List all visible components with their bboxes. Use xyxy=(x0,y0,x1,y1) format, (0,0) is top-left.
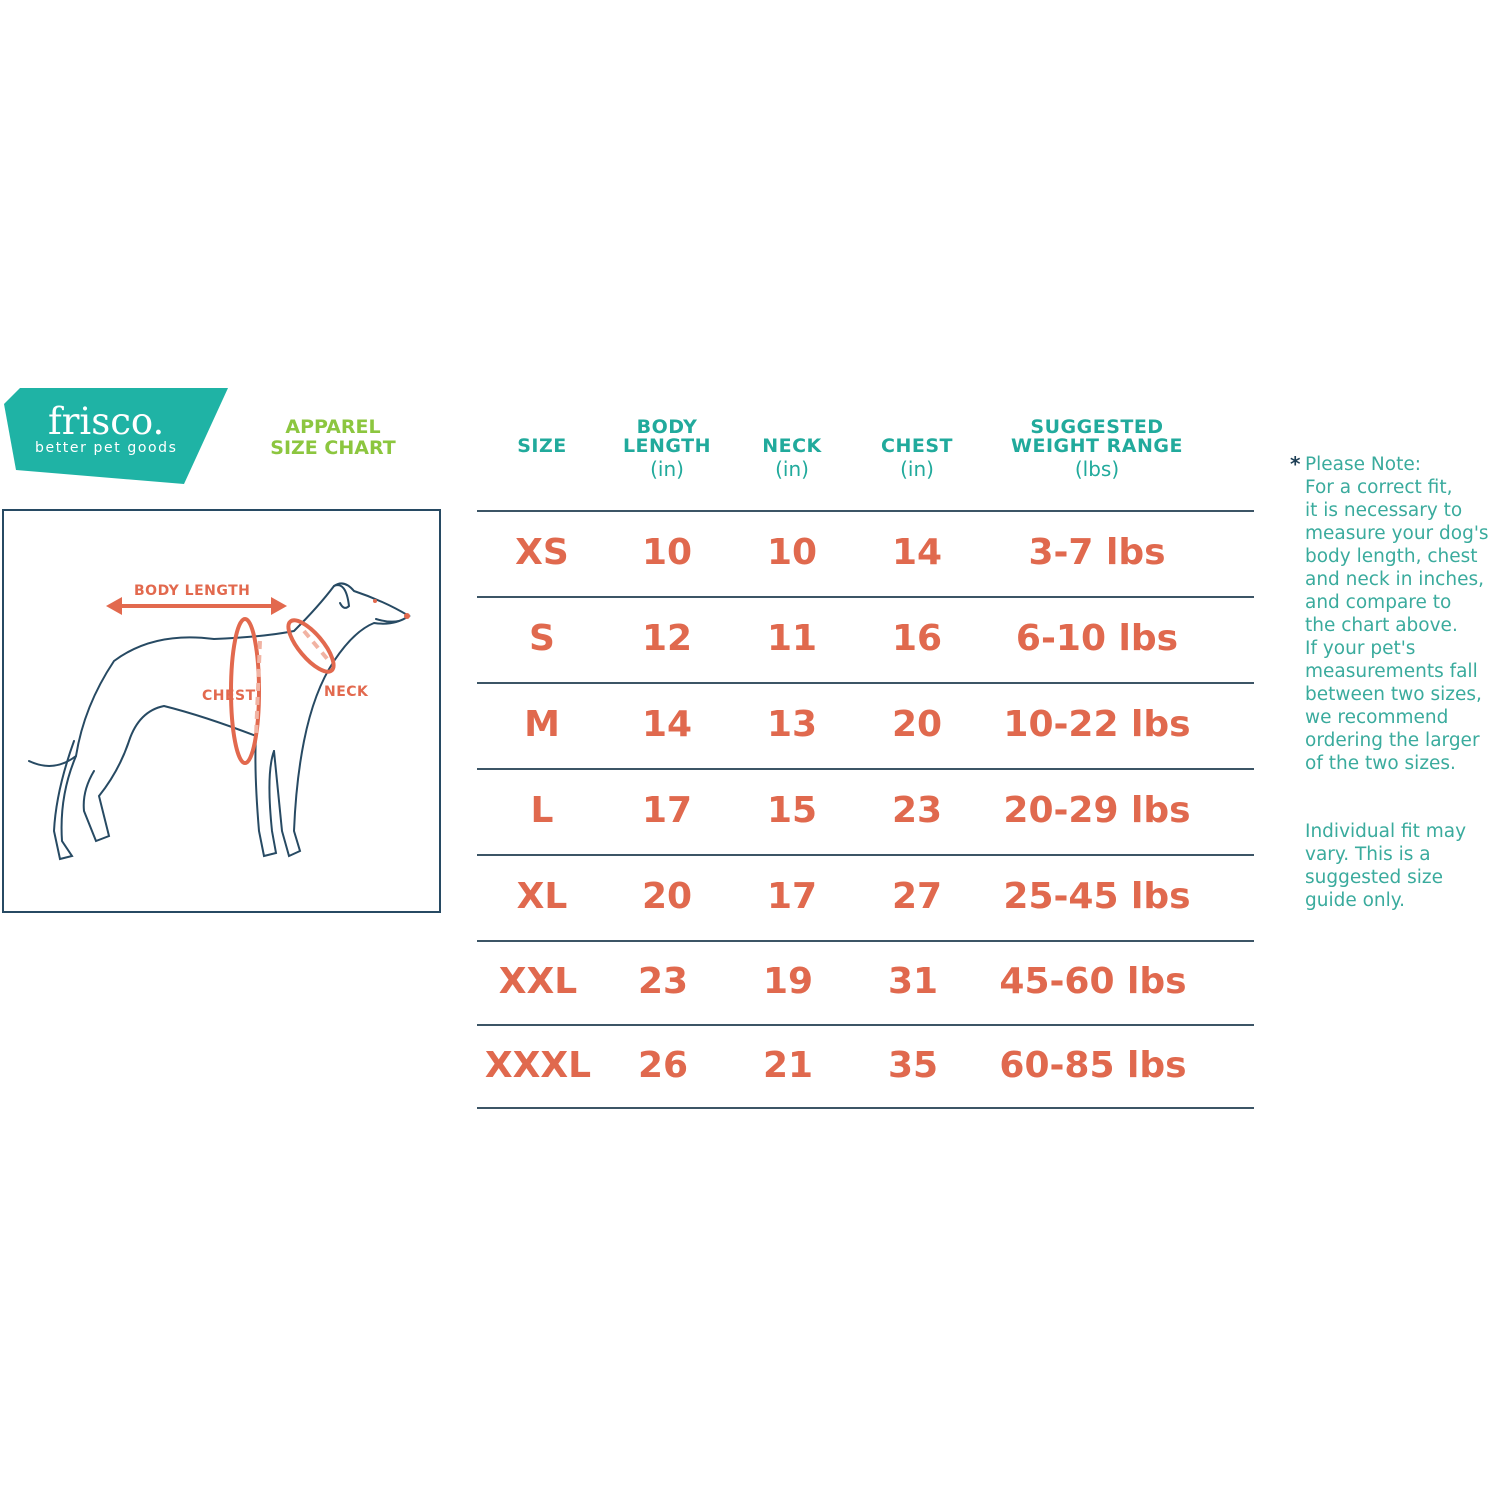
note-line: suggested size xyxy=(1305,867,1444,888)
row-divider xyxy=(477,510,1254,512)
column-header-body-length: BODY LENGTH (in) xyxy=(557,418,777,482)
note-line: If your pet's xyxy=(1305,638,1416,659)
header-line2: SIZE xyxy=(517,435,567,457)
cell-neck: 10 xyxy=(766,532,818,573)
body-length-label: BODY LENGTH xyxy=(134,583,251,599)
cell-chest: 35 xyxy=(887,1044,939,1086)
frisco-logo xyxy=(4,388,228,484)
header-unit: (lbs) xyxy=(1074,457,1120,481)
note-line: it is necessary to xyxy=(1305,500,1463,521)
cell-body-length: 10 xyxy=(641,532,693,573)
chest-label: CHEST xyxy=(202,688,256,704)
note-line: of the two sizes. xyxy=(1305,753,1456,774)
header-unit: (in) xyxy=(650,457,684,481)
title-line: APPAREL xyxy=(285,416,381,438)
cell-neck: 11 xyxy=(766,618,818,659)
cell-weight-range: 45-60 lbs xyxy=(999,961,1187,1002)
row-divider xyxy=(477,682,1254,684)
note-line: and compare to xyxy=(1305,592,1452,613)
chart-title: APPAREL SIZE CHART xyxy=(262,417,404,459)
cell-chest: 31 xyxy=(887,961,939,1002)
brand-tagline: better pet goods xyxy=(35,440,178,456)
cell-weight-range: 25-45 lbs xyxy=(1003,876,1191,917)
header-unit: (in) xyxy=(775,457,809,481)
cell-neck: 15 xyxy=(766,790,818,831)
neck-label: NECK xyxy=(324,684,369,700)
note-line: measurements fall xyxy=(1305,661,1478,682)
column-header-size: SIZE xyxy=(432,418,652,482)
row-divider xyxy=(477,1024,1254,1026)
row-divider xyxy=(477,596,1254,598)
note-line: between two sizes, xyxy=(1305,684,1482,705)
header-unit: (in) xyxy=(900,457,934,481)
note-line: body length, chest xyxy=(1305,546,1478,567)
header-line2: NECK xyxy=(762,435,822,457)
cell-body-length: 12 xyxy=(641,618,693,659)
cell-chest: 23 xyxy=(891,790,943,831)
cell-weight-range: 3-7 lbs xyxy=(1028,532,1166,573)
note-line: vary. This is a xyxy=(1305,844,1431,865)
please-note: Please Note: For a correct fit, it is nece… xyxy=(1305,453,1500,775)
cell-neck: 13 xyxy=(766,704,818,745)
cell-body-length: 20 xyxy=(641,876,693,917)
cell-weight-range: 6-10 lbs xyxy=(1015,618,1179,659)
cell-body-length: 14 xyxy=(641,704,693,745)
note-line: guide only. xyxy=(1305,890,1405,911)
cell-chest: 20 xyxy=(891,704,943,745)
cell-body-length: 26 xyxy=(637,1044,689,1086)
column-header-weight-range: SUGGESTED WEIGHT RANGE (lbs) xyxy=(987,418,1207,482)
note-line: Individual fit may xyxy=(1305,821,1467,842)
header-line2: LENGTH xyxy=(622,435,712,457)
cell-size: XXL xyxy=(498,961,578,1002)
dog-measurement-diagram: BODY LENGTH CHEST NECK xyxy=(2,509,441,913)
cell-neck: 19 xyxy=(762,961,814,1002)
cell-size: XXXL xyxy=(484,1044,592,1086)
cell-chest: 16 xyxy=(891,618,943,659)
dog-illustration xyxy=(28,582,411,861)
note-line: the chart above. xyxy=(1305,615,1458,636)
cell-size: XL xyxy=(516,876,568,917)
note-line: For a correct fit, xyxy=(1305,477,1453,498)
cell-body-length: 17 xyxy=(641,790,693,831)
cell-weight-range: 20-29 lbs xyxy=(1003,790,1191,831)
header-line2: CHEST xyxy=(881,435,953,457)
row-divider xyxy=(477,854,1254,856)
cell-size: S xyxy=(529,618,555,659)
cell-neck: 17 xyxy=(766,876,818,917)
cell-size: M xyxy=(524,704,560,745)
note-line: we recommend xyxy=(1305,707,1449,728)
row-divider xyxy=(477,768,1254,770)
cell-chest: 27 xyxy=(891,876,943,917)
cell-weight-range: 10-22 lbs xyxy=(1003,704,1191,745)
header-line2: WEIGHT RANGE xyxy=(1011,435,1183,457)
note-line: ordering the larger xyxy=(1305,730,1480,751)
note-line: and neck in inches, xyxy=(1305,569,1484,590)
title-line: SIZE CHART xyxy=(270,437,396,459)
column-header-neck: NECK (in) xyxy=(682,418,902,482)
fit-disclaimer: Individual fit may vary. This is a suggest… xyxy=(1305,820,1500,912)
brand-name: frisco. xyxy=(48,400,165,443)
header-line1: SUGGESTED xyxy=(1030,416,1164,438)
cell-neck: 21 xyxy=(762,1044,814,1086)
row-divider xyxy=(477,940,1254,942)
header-line1: BODY xyxy=(636,416,698,438)
note-line: measure your dog's xyxy=(1305,523,1489,544)
note-line: Please Note: xyxy=(1305,454,1421,475)
column-header-chest: CHEST (in) xyxy=(807,418,1027,482)
cell-weight-range: 60-85 lbs xyxy=(999,1044,1187,1086)
cell-size: XS xyxy=(515,532,569,573)
cell-body-length: 23 xyxy=(637,961,689,1002)
cell-chest: 14 xyxy=(891,532,943,573)
cell-size: L xyxy=(530,790,554,831)
note-asterisk: * xyxy=(1290,452,1301,476)
row-divider xyxy=(477,1107,1254,1109)
